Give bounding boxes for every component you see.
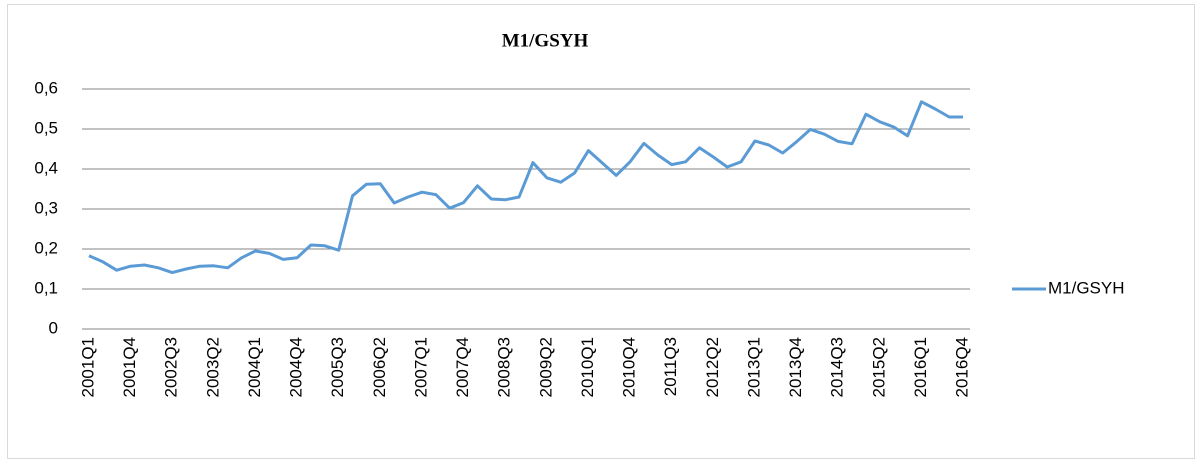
x-tick-label: 2016Q4: [953, 337, 972, 398]
y-tick-label: 0: [49, 318, 58, 337]
x-tick-label: 2015Q2: [869, 337, 888, 398]
x-tick-label: 2011Q3: [661, 337, 680, 396]
x-tick-label: 2014Q3: [828, 337, 847, 398]
x-tick-label: 2009Q2: [536, 337, 555, 398]
x-tick-label: 2004Q1: [245, 337, 264, 398]
x-tick-label: 2013Q4: [786, 337, 805, 398]
x-tick-label: 2005Q3: [328, 337, 347, 398]
x-tick-label: 2010Q1: [578, 337, 597, 398]
line-series: [88, 100, 964, 275]
legend-label: M1/GSYH: [1048, 278, 1125, 297]
chart-frame: [7, 4, 1195, 459]
x-tick-label: 2013Q1: [744, 337, 763, 398]
x-tick-label: 2007Q4: [453, 337, 472, 398]
x-tick-label: 2008Q3: [495, 337, 514, 398]
x-tick-label: 2001Q4: [120, 337, 139, 398]
y-tick-label: 0,4: [34, 158, 58, 177]
y-tick-label: 0,2: [34, 238, 58, 257]
x-tick-label: 2002Q3: [162, 337, 181, 398]
x-tick-label: 2007Q1: [411, 337, 430, 398]
x-tick-label: 2004Q4: [287, 337, 306, 398]
x-tick-label: 2006Q2: [370, 337, 389, 398]
x-tick-label: 2016Q1: [911, 337, 930, 398]
x-tick-label: 2010Q4: [620, 337, 639, 398]
y-tick-label: 0,6: [34, 78, 58, 97]
y-tick-label: 0,3: [34, 198, 58, 217]
x-tick-label: 2001Q1: [78, 337, 97, 398]
chart-title: M1/GSYH: [502, 30, 589, 51]
x-tick-label: 2012Q2: [703, 337, 722, 398]
y-tick-label: 0,1: [34, 278, 58, 297]
x-tick-label: 2003Q2: [203, 337, 222, 398]
y-tick-label: 0,5: [34, 118, 58, 137]
